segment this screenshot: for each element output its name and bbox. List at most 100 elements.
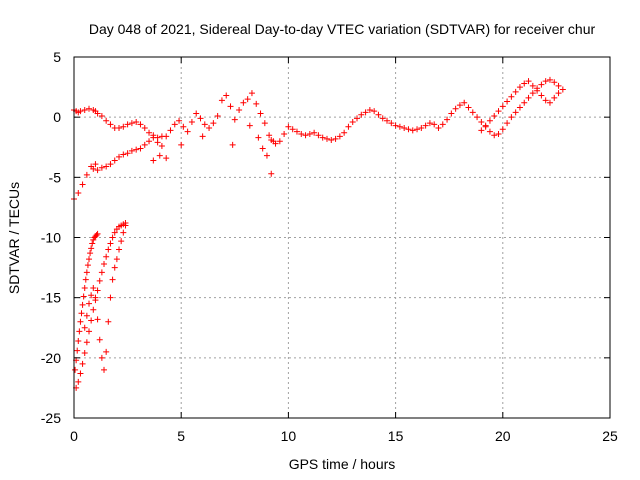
data-point xyxy=(75,378,82,385)
data-point xyxy=(137,145,144,152)
data-point xyxy=(83,339,90,346)
data-point xyxy=(491,112,498,119)
data-point xyxy=(257,110,264,117)
data-point xyxy=(83,312,90,319)
data-point xyxy=(358,111,365,118)
data-point xyxy=(315,132,322,139)
data-point xyxy=(261,120,268,127)
x-tick-label: 15 xyxy=(388,428,404,444)
data-point xyxy=(268,170,275,177)
data-point xyxy=(141,124,148,131)
axes: 0 5 10 15 20 25 -25 -20 -15 -10 -5 0 5 xyxy=(41,49,618,444)
data-point xyxy=(107,240,114,247)
data-points xyxy=(71,76,566,391)
data-point xyxy=(534,87,541,94)
data-point xyxy=(379,115,386,122)
data-point xyxy=(521,80,528,87)
data-point xyxy=(418,124,425,131)
data-point xyxy=(431,121,438,128)
data-point xyxy=(98,354,105,361)
data-point xyxy=(128,147,135,154)
data-point xyxy=(84,262,91,269)
data-point xyxy=(229,141,236,148)
data-point xyxy=(439,121,446,128)
data-point xyxy=(516,84,523,91)
data-point xyxy=(94,167,101,174)
data-point xyxy=(289,126,296,133)
data-point xyxy=(103,163,110,170)
data-point xyxy=(253,100,260,107)
data-point xyxy=(495,108,502,115)
data-point xyxy=(512,88,519,95)
data-point xyxy=(94,287,101,294)
data-point xyxy=(86,256,93,263)
data-point xyxy=(193,110,200,117)
data-point xyxy=(388,120,395,127)
data-point xyxy=(444,116,451,123)
data-point xyxy=(529,82,536,89)
data-point xyxy=(495,131,502,138)
data-point xyxy=(82,276,89,283)
data-point xyxy=(525,78,532,85)
data-point xyxy=(319,134,326,141)
x-axis-title: GPS time / hours xyxy=(289,456,396,472)
data-point xyxy=(133,146,140,153)
data-point xyxy=(422,122,429,129)
data-point xyxy=(244,96,251,103)
x-tick-label: 25 xyxy=(602,428,618,444)
data-point xyxy=(72,366,79,373)
data-point xyxy=(116,246,123,253)
data-point xyxy=(120,229,127,236)
data-point xyxy=(384,117,391,124)
data-point xyxy=(328,137,335,144)
data-point xyxy=(98,112,105,119)
data-point xyxy=(133,118,140,125)
data-point xyxy=(94,230,101,237)
data-point xyxy=(210,120,217,127)
data-point xyxy=(120,123,127,130)
chart-title: Day 048 of 2021, Sidereal Day-to-day VTE… xyxy=(89,21,596,37)
y-tick-label: 0 xyxy=(53,109,61,125)
data-point xyxy=(529,90,536,97)
data-point xyxy=(354,115,361,122)
data-point xyxy=(341,129,348,136)
data-point xyxy=(79,301,86,308)
data-point xyxy=(75,337,82,344)
data-point xyxy=(293,128,300,135)
data-point xyxy=(150,134,157,141)
data-point xyxy=(103,253,110,260)
data-point xyxy=(120,151,127,158)
data-point xyxy=(375,111,382,118)
data-point xyxy=(521,99,528,106)
data-point xyxy=(311,129,318,136)
data-point xyxy=(223,92,230,99)
data-point xyxy=(111,157,118,164)
data-point xyxy=(76,328,83,335)
data-point xyxy=(116,124,123,131)
data-point xyxy=(88,245,95,252)
data-point xyxy=(96,336,103,343)
data-point xyxy=(465,104,472,111)
data-point xyxy=(332,135,339,142)
data-point xyxy=(74,347,81,354)
y-axis-title: SDTVAR / TECUs xyxy=(6,182,22,294)
data-point xyxy=(124,150,131,157)
data-point xyxy=(96,277,103,284)
data-point xyxy=(546,76,553,83)
data-point xyxy=(116,153,123,160)
data-point xyxy=(158,143,165,150)
data-point xyxy=(90,285,97,292)
data-point xyxy=(542,97,549,104)
data-point xyxy=(86,300,93,307)
data-point xyxy=(555,82,562,89)
data-point xyxy=(491,132,498,139)
data-point xyxy=(83,269,90,276)
data-point xyxy=(362,109,369,116)
data-point xyxy=(101,260,108,267)
data-point xyxy=(98,269,105,276)
data-point xyxy=(81,285,88,292)
data-point xyxy=(90,306,97,313)
data-point xyxy=(107,121,114,128)
